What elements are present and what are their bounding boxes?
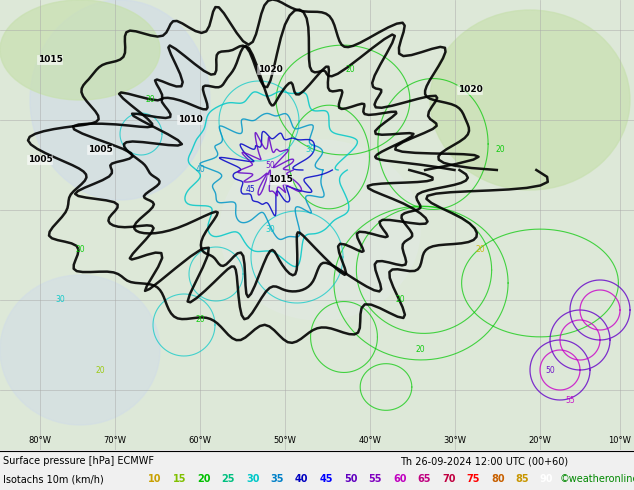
Text: ©weatheronline.co.uk: ©weatheronline.co.uk: [560, 474, 634, 484]
Text: 65: 65: [418, 474, 431, 484]
Text: 1005: 1005: [28, 155, 53, 165]
Text: 55: 55: [565, 395, 575, 405]
Ellipse shape: [430, 10, 630, 190]
Text: 20: 20: [415, 345, 425, 354]
Text: 1005: 1005: [87, 146, 112, 154]
Text: 50: 50: [545, 366, 555, 374]
Text: Th 26-09-2024 12:00 UTC (00+60): Th 26-09-2024 12:00 UTC (00+60): [400, 456, 568, 466]
Text: 30°W: 30°W: [444, 436, 467, 445]
Text: 40°W: 40°W: [359, 436, 382, 445]
Text: 40: 40: [295, 474, 309, 484]
Text: 80°W: 80°W: [29, 436, 51, 445]
Ellipse shape: [30, 0, 210, 200]
Text: 45: 45: [320, 474, 333, 484]
Text: 20: 20: [95, 366, 105, 374]
Text: 60: 60: [393, 474, 406, 484]
Text: 1020: 1020: [257, 66, 282, 74]
Ellipse shape: [0, 275, 160, 425]
Text: 20: 20: [75, 245, 85, 254]
Text: 35: 35: [271, 474, 284, 484]
Text: 70°W: 70°W: [103, 436, 127, 445]
Text: 20: 20: [476, 245, 485, 254]
Ellipse shape: [0, 0, 160, 100]
Text: Isotachs 10m (km/h): Isotachs 10m (km/h): [3, 474, 104, 484]
Text: 70: 70: [442, 474, 455, 484]
Text: 1015: 1015: [37, 55, 62, 65]
Ellipse shape: [220, 140, 420, 320]
Text: 10°W: 10°W: [609, 436, 631, 445]
Text: 80: 80: [491, 474, 505, 484]
Text: 15: 15: [172, 474, 186, 484]
Text: 85: 85: [515, 474, 529, 484]
Text: 20: 20: [195, 316, 205, 324]
Text: 1010: 1010: [178, 116, 202, 124]
Text: 20°W: 20°W: [529, 436, 552, 445]
Text: 90: 90: [540, 474, 553, 484]
Text: 40: 40: [195, 166, 205, 174]
Text: Surface pressure [hPa] ECMWF: Surface pressure [hPa] ECMWF: [3, 456, 154, 466]
Text: 50: 50: [265, 161, 275, 170]
Text: 30: 30: [55, 295, 65, 304]
Text: 20: 20: [145, 96, 155, 104]
Text: 75: 75: [467, 474, 480, 484]
Text: 25: 25: [221, 474, 235, 484]
Text: 45: 45: [245, 186, 255, 195]
Text: 10: 10: [148, 474, 162, 484]
Text: 1020: 1020: [458, 85, 482, 95]
Text: 1015: 1015: [268, 175, 292, 185]
Text: 30: 30: [305, 146, 315, 154]
Text: 30: 30: [246, 474, 259, 484]
Text: 55: 55: [368, 474, 382, 484]
Text: 30: 30: [265, 225, 275, 235]
Text: 20: 20: [345, 66, 355, 74]
Text: 50: 50: [344, 474, 358, 484]
Text: 20: 20: [395, 295, 405, 304]
Text: 50°W: 50°W: [273, 436, 297, 445]
Text: 20: 20: [495, 146, 505, 154]
Text: 60°W: 60°W: [188, 436, 212, 445]
Text: 20: 20: [197, 474, 210, 484]
